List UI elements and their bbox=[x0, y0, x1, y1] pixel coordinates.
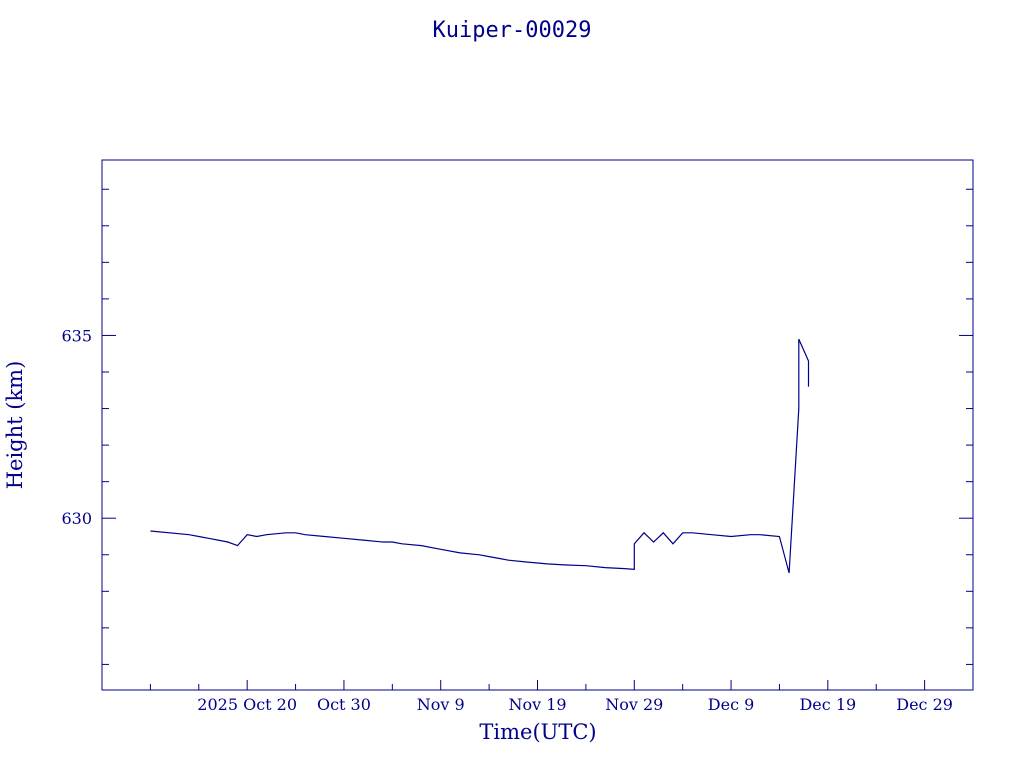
series-line bbox=[150, 338, 810, 574]
x-tick-label: Dec 9 bbox=[708, 695, 755, 714]
chart-title: Kuiper-00029 bbox=[433, 18, 592, 43]
x-tick-label: Dec 19 bbox=[799, 695, 856, 714]
x-tick-label: Nov 29 bbox=[605, 695, 663, 714]
y-axis-label: Height (km) bbox=[3, 361, 27, 490]
x-tick-label: 2025 Oct 20 bbox=[197, 695, 297, 714]
y-tick-label: 630 bbox=[61, 509, 92, 528]
plot-frame bbox=[101, 159, 974, 691]
x-axis-ticks bbox=[149, 680, 926, 690]
x-tick-label: Nov 9 bbox=[417, 695, 465, 714]
y-axis-ticks bbox=[102, 188, 973, 665]
x-tick-label: Nov 19 bbox=[508, 695, 566, 714]
x-tick-label: Oct 30 bbox=[317, 695, 371, 714]
x-axis-label: Time(UTC) bbox=[479, 720, 596, 744]
x-tick-label: Dec 29 bbox=[896, 695, 953, 714]
y-tick-label: 635 bbox=[61, 326, 92, 345]
x-axis-tick-labels: 2025 Oct 20 Oct 30 Nov 9 Nov 19 Nov 29 Dec 9 D… bbox=[197, 695, 953, 714]
y-axis-tick-labels: 630 635 bbox=[61, 326, 92, 528]
